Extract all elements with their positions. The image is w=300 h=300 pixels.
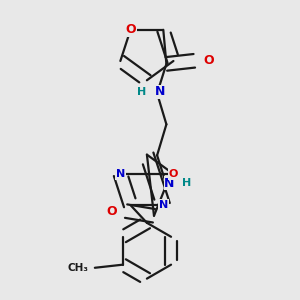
Text: CH₃: CH₃ bbox=[68, 263, 88, 273]
Text: N: N bbox=[159, 200, 168, 210]
Text: N: N bbox=[164, 177, 175, 190]
Text: O: O bbox=[107, 205, 118, 218]
Text: O: O bbox=[169, 169, 178, 179]
Text: H: H bbox=[137, 87, 146, 97]
Text: O: O bbox=[125, 23, 136, 36]
Text: N: N bbox=[116, 169, 125, 179]
Text: H: H bbox=[182, 178, 191, 188]
Text: O: O bbox=[203, 54, 214, 67]
Text: N: N bbox=[155, 85, 165, 98]
